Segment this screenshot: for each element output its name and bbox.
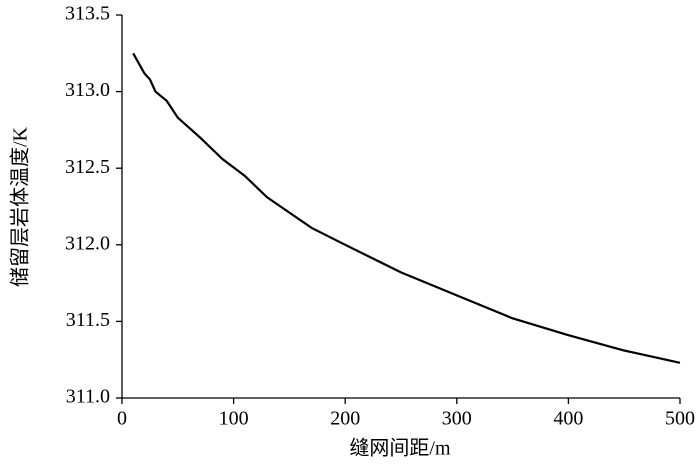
x-tick-label: 300 [442, 408, 472, 430]
y-tick-label: 311.0 [66, 386, 110, 408]
y-tick-label: 312.5 [65, 156, 110, 178]
y-tick-label: 312.0 [65, 232, 110, 254]
y-axis-label: 储留层岩体温度/K [9, 126, 32, 287]
x-axis-label: 缝网间距/m [349, 437, 451, 460]
x-tick-label: 100 [219, 408, 249, 430]
x-tick-label: 0 [117, 408, 127, 430]
x-tick-label: 400 [553, 408, 583, 430]
y-tick-label: 313.0 [65, 79, 110, 101]
x-tick-label: 200 [330, 408, 360, 430]
x-tick-label: 500 [665, 408, 695, 430]
y-tick-label: 311.5 [66, 309, 110, 331]
y-tick-label: 313.5 [65, 3, 110, 25]
line [132, 52, 681, 364]
